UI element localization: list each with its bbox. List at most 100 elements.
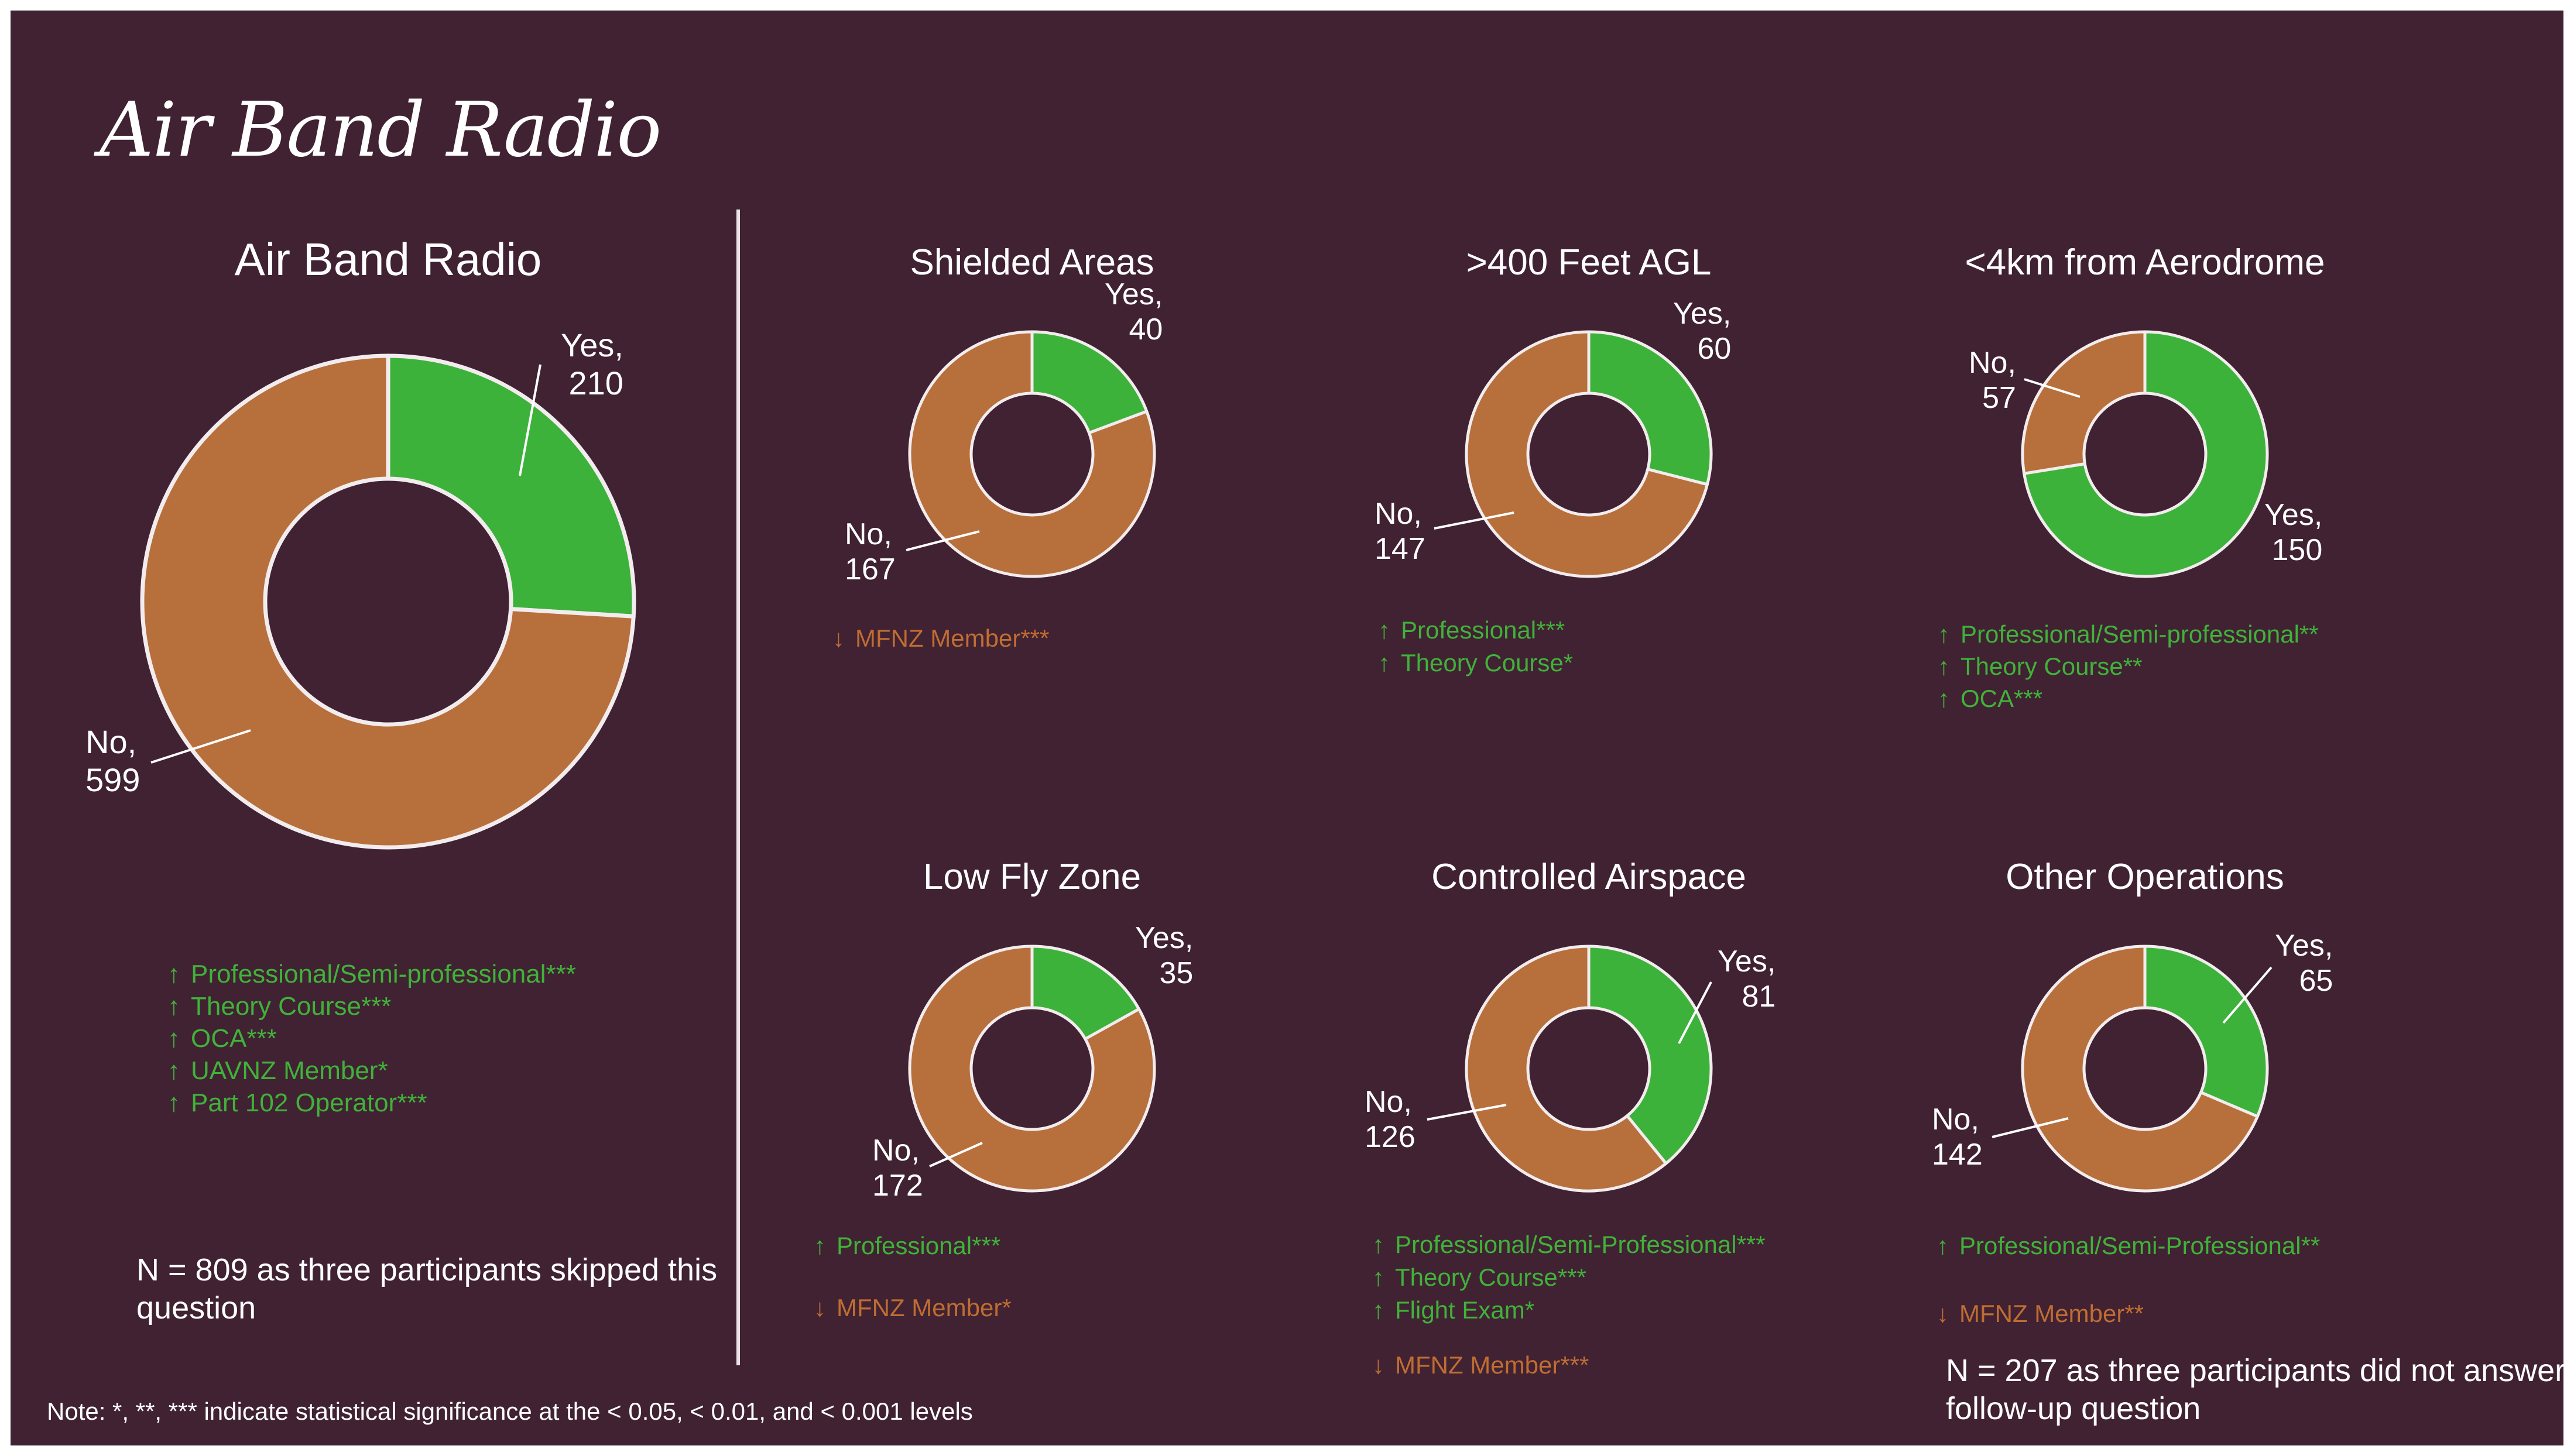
slice-label-name: No, — [85, 723, 137, 760]
donut-chart — [140, 353, 636, 850]
slice-label-value: 57 — [1982, 381, 2016, 415]
slice-no — [2021, 330, 2147, 475]
significance-text: OCA*** — [191, 1024, 277, 1053]
slice-label-value: 210 — [568, 364, 623, 401]
significance-text: MFNZ Member*** — [1395, 1351, 1589, 1379]
donut-chart — [2021, 945, 2269, 1193]
arrow-down-icon: ↓ — [1937, 1300, 1949, 1327]
arrow-up-icon: ↑ — [1372, 1231, 1384, 1258]
slice-yes — [1030, 330, 1149, 435]
slice-label-name: No, — [1969, 346, 2016, 380]
slice-yes — [386, 353, 636, 619]
slice-yes — [1030, 945, 1141, 1041]
slice-label-name: Yes, — [2275, 929, 2333, 963]
slice-label-name: No, — [1932, 1103, 1979, 1136]
slice-label-name: No, — [845, 517, 892, 551]
significance-item: ↑ Theory Course*** — [167, 994, 391, 1019]
chart-title: Other Operations — [2006, 857, 2284, 897]
significance-text: MFNZ Member** — [1959, 1300, 2144, 1327]
significance-item: ↓ MFNZ Member* — [814, 1296, 1012, 1320]
slice-label-value: 142 — [1932, 1138, 1983, 1172]
label-yes: Yes, 40 — [1105, 277, 1163, 348]
arrow-up-icon: ↑ — [167, 992, 180, 1021]
significance-item: ↑ Professional/Semi-professional*** — [167, 961, 576, 987]
slice-label-value: 599 — [85, 761, 140, 798]
slice-label-value: 126 — [1365, 1120, 1415, 1155]
label-no: No, 126 — [1365, 1084, 1415, 1155]
arrow-up-icon: ↑ — [167, 960, 180, 988]
slice-yes — [2143, 945, 2269, 1118]
arrow-up-icon: ↑ — [1937, 1232, 1949, 1259]
slice-no — [908, 945, 1156, 1193]
slice-label-value: 65 — [2299, 964, 2333, 998]
significance-item: ↑ OCA*** — [167, 1026, 277, 1052]
slice-label-value: 60 — [1697, 332, 1732, 366]
slice-label-name: Yes, — [1673, 297, 1732, 331]
label-no: No, 172 — [872, 1133, 923, 1204]
slice-no — [1465, 945, 1668, 1193]
significance-text: Professional*** — [1401, 616, 1565, 644]
significance-text: Professional/Semi-Professional*** — [1395, 1231, 1766, 1258]
label-yes: Yes, 65 — [2275, 928, 2333, 999]
significance-text: Theory Course*** — [191, 992, 392, 1021]
significance-item: ↑ UAVNZ Member* — [167, 1058, 388, 1084]
significance-item: ↓ MFNZ Member** — [1937, 1302, 2144, 1326]
significance-text: Professional/Semi-professional** — [1961, 620, 2319, 648]
donut-chart — [908, 330, 1156, 578]
chart-title: Air Band Radio — [234, 233, 542, 285]
arrow-down-icon: ↓ — [1372, 1351, 1384, 1379]
slice-label-name: No, — [1375, 497, 1422, 531]
significance-item: ↑ Theory Course* — [1378, 651, 1573, 675]
significance-item: ↑ Professional/Semi-professional** — [1938, 622, 2319, 647]
slice-no — [908, 330, 1156, 578]
slice-label-value: 40 — [1129, 313, 1163, 347]
chart-title: <4km from Aerodrome — [1965, 242, 2325, 283]
slice-label-name: Yes, — [1718, 945, 1776, 978]
arrow-up-icon: ↑ — [1372, 1263, 1384, 1291]
label-no: No, 57 — [1969, 345, 2016, 416]
significance-text: Theory Course* — [1401, 649, 1574, 677]
slice-yes — [1587, 330, 1713, 486]
donut-chart — [1465, 945, 1713, 1193]
significance-text: Professional/Semi-professional*** — [191, 960, 576, 988]
label-no: No, 147 — [1375, 496, 1425, 567]
page-title: Air Band Radio — [100, 87, 662, 174]
slide-background: Air Band Radio Air Band Radio Yes, 210 No, 5… — [11, 11, 2565, 1445]
arrow-up-icon: ↑ — [1938, 620, 1950, 648]
label-yes: Yes, 210 — [561, 327, 623, 403]
slice-label-name: Yes, — [1105, 277, 1163, 311]
arrow-up-icon: ↑ — [1938, 685, 1950, 712]
slice-label-value: 81 — [1742, 980, 1776, 1014]
significance-footnote: Note: *, **, *** indicate statistical si… — [47, 1397, 973, 1425]
significance-text: MFNZ Member*** — [855, 624, 1050, 652]
significance-text: Part 102 Operator*** — [191, 1088, 427, 1117]
section-divider — [736, 210, 740, 1365]
slice-label-name: No, — [872, 1134, 920, 1167]
significance-item: ↓ MFNZ Member*** — [832, 626, 1049, 651]
arrow-up-icon: ↑ — [167, 1024, 180, 1053]
significance-item: ↑ Part 102 Operator*** — [167, 1090, 427, 1116]
chart-title: >400 Feet AGL — [1466, 242, 1712, 283]
label-no: No, 167 — [845, 517, 896, 588]
donut-chart — [2021, 330, 2269, 578]
label-yes: Yes, 35 — [1135, 921, 1193, 991]
arrow-up-icon: ↑ — [1378, 616, 1390, 644]
arrow-up-icon: ↑ — [167, 1056, 180, 1085]
label-yes: Yes, 150 — [2264, 497, 2322, 568]
significance-item: ↑ OCA*** — [1938, 686, 2042, 711]
label-yes: Yes, 60 — [1673, 296, 1731, 367]
arrow-up-icon: ↑ — [814, 1232, 826, 1259]
chart-title: Controlled Airspace — [1431, 857, 1746, 897]
significance-item: ↑ Professional/Semi-Professional** — [1937, 1234, 2320, 1258]
arrow-up-icon: ↑ — [1938, 653, 1950, 680]
significance-text: Flight Exam* — [1395, 1296, 1535, 1324]
sample-size-note: N = 809 as three participants skipped th… — [136, 1252, 718, 1325]
significance-item: ↑ Theory Course*** — [1372, 1265, 1586, 1290]
chart-title: Low Fly Zone — [923, 857, 1142, 897]
significance-item: ↑ Theory Course** — [1938, 654, 2142, 679]
label-yes: Yes, 81 — [1718, 944, 1776, 1015]
label-no: No, 142 — [1932, 1102, 1983, 1173]
significance-item: ↓ MFNZ Member*** — [1372, 1353, 1589, 1378]
slice-label-value: 172 — [872, 1169, 923, 1203]
significance-text: UAVNZ Member* — [191, 1056, 388, 1085]
